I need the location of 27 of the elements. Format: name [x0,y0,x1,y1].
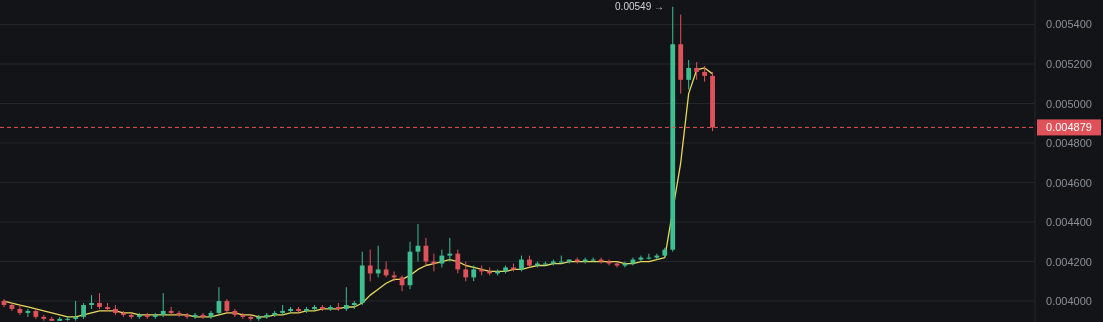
candlestick [383,261,389,278]
y-tick-label: 0.005000 [1046,97,1092,110]
candlestick [160,292,166,318]
candlestick [375,245,381,278]
y-tick-label: 0.004600 [1046,176,1092,189]
candlestick [25,308,31,318]
candlestick [232,308,238,318]
y-tick-label: 0.004800 [1046,137,1092,150]
line-series [3,67,714,318]
candlestick [447,237,453,263]
candlestick [455,249,461,274]
ref-line-label: 0.004879 [1046,121,1092,134]
y-tick-label: 0.005200 [1046,58,1092,70]
candlestick [343,286,349,312]
y-tick-label: 0.004000 [1046,295,1092,308]
candlestick [73,300,79,322]
candlestick [367,249,373,282]
candlestick [686,59,692,91]
y-tick-label: 0.004200 [1046,255,1092,268]
annotation: 0.00549 → [615,1,664,12]
y-tick-label: 0.004400 [1046,216,1092,229]
candlestick [590,257,596,263]
candlestick [176,310,182,318]
candlestick [463,261,469,282]
candlestick [439,249,445,268]
candlestick [646,253,652,261]
y-tick-label: 0.005400 [1046,18,1092,31]
